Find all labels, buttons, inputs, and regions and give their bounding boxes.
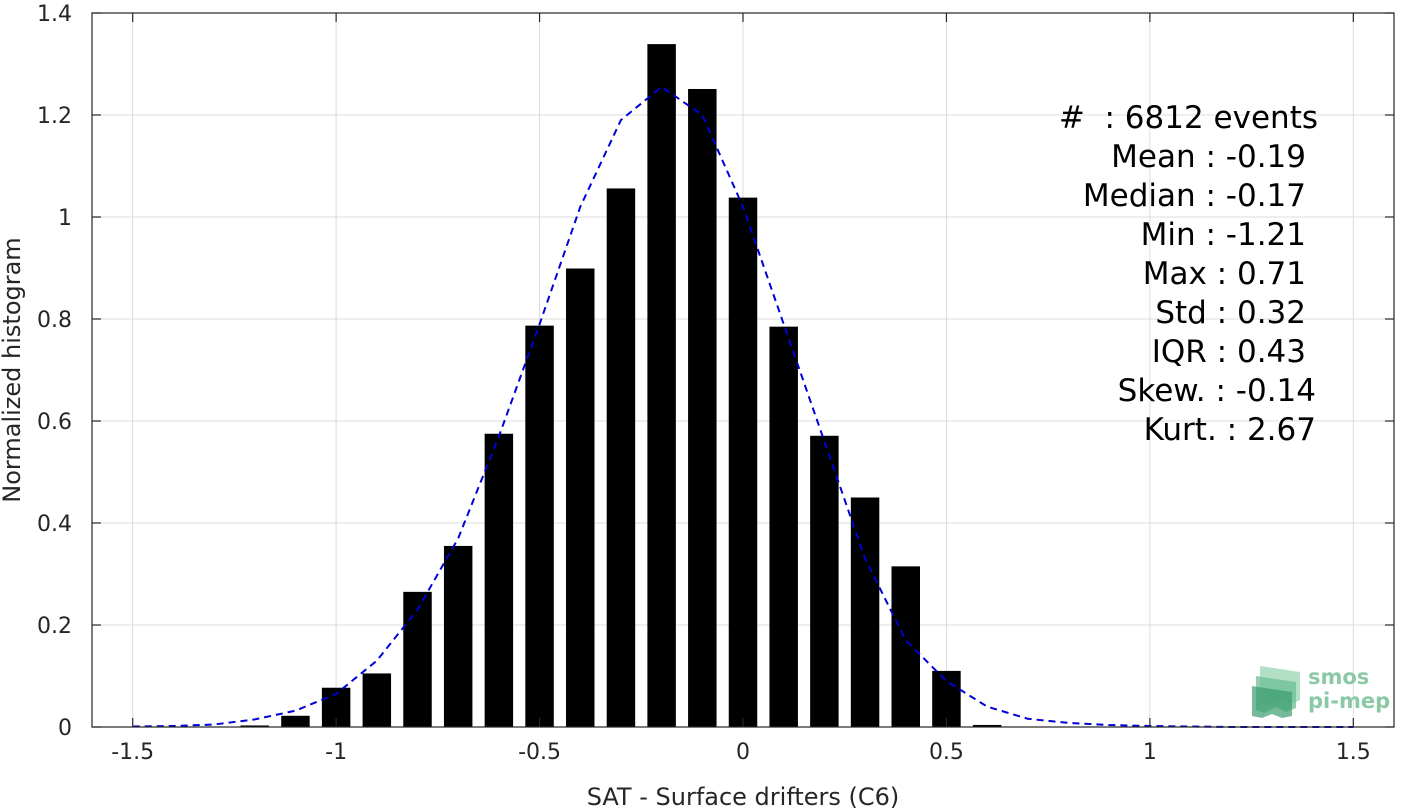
stat-line-2: Median : -0.17 <box>1083 178 1306 214</box>
y-tick-label-0: 0 <box>58 716 72 741</box>
logo-mark-front <box>1252 686 1292 718</box>
stat-line-8: Kurt. : 2.67 <box>1144 412 1316 448</box>
logo-text-pi-mep: pi-mep <box>1308 689 1390 713</box>
y-axis-label: Normalized histogram <box>0 237 26 502</box>
x-tick-label-1: -1 <box>325 740 347 765</box>
x-tick-label-6: 1.5 <box>1336 740 1371 765</box>
histogram-bar-5 <box>443 545 473 727</box>
stat-line-0: # : 6812 events <box>1059 100 1318 136</box>
stat-line-1: Mean : -0.19 <box>1111 139 1306 175</box>
histogram-bar-3 <box>362 673 392 727</box>
x-tick-label-5: 1 <box>1143 740 1157 765</box>
histogram-bar-11 <box>688 88 717 728</box>
x-tick-label-3: 0 <box>736 740 750 765</box>
histogram-bar-18 <box>972 724 1002 727</box>
stat-line-7: Skew. : -0.14 <box>1118 373 1316 409</box>
smos-pi-mep-logo: smos pi-mep <box>1252 665 1390 718</box>
histogram-bar-7 <box>525 325 554 727</box>
logo-text-smos: smos <box>1308 665 1369 689</box>
histogram-bar-10 <box>647 44 676 728</box>
histogram-bar-17 <box>932 670 961 727</box>
stat-line-3: Min : -1.21 <box>1141 217 1306 253</box>
histogram-bar-16 <box>891 566 920 727</box>
y-tick-label-3: 0.6 <box>37 410 72 435</box>
y-tick-label-5: 1 <box>58 206 72 231</box>
x-tick-label-2: -0.5 <box>518 740 561 765</box>
x-tick-labels: -1.5 -1 -0.5 0 0.5 1 1.5 <box>111 740 1371 765</box>
stat-line-4: Max : 0.71 <box>1143 256 1306 292</box>
histogram-bar-12 <box>728 197 758 727</box>
x-tick-label-0: -1.5 <box>111 740 154 765</box>
stat-line-6: IQR : 0.43 <box>1152 334 1306 370</box>
histogram-bar-4 <box>403 591 432 727</box>
histogram-bar-9 <box>606 188 636 727</box>
axis-ticks <box>92 12 1394 728</box>
histogram-bar-1 <box>281 715 310 727</box>
histogram-bar-13 <box>769 326 798 727</box>
x-tick-label-4: 0.5 <box>929 740 964 765</box>
histogram-bars <box>240 44 1002 728</box>
stat-line-5: Std : 0.32 <box>1155 295 1306 331</box>
y-tick-label-6: 1.2 <box>37 104 72 129</box>
y-tick-label-7: 1.4 <box>37 2 72 27</box>
histogram-bar-15 <box>850 497 880 727</box>
y-tick-labels: 0 0.2 0.4 0.6 0.8 1 1.2 1.4 <box>37 2 72 741</box>
y-tick-label-4: 0.8 <box>37 308 72 333</box>
histogram-bar-8 <box>566 268 595 727</box>
histogram-bar-14 <box>810 435 839 727</box>
y-tick-label-1: 0.2 <box>37 614 72 639</box>
histogram-bar-0 <box>240 725 269 727</box>
x-axis-label: SAT - Surface drifters (C6) <box>587 783 900 809</box>
histogram-bar-6 <box>484 433 514 727</box>
y-tick-label-2: 0.4 <box>37 512 72 537</box>
